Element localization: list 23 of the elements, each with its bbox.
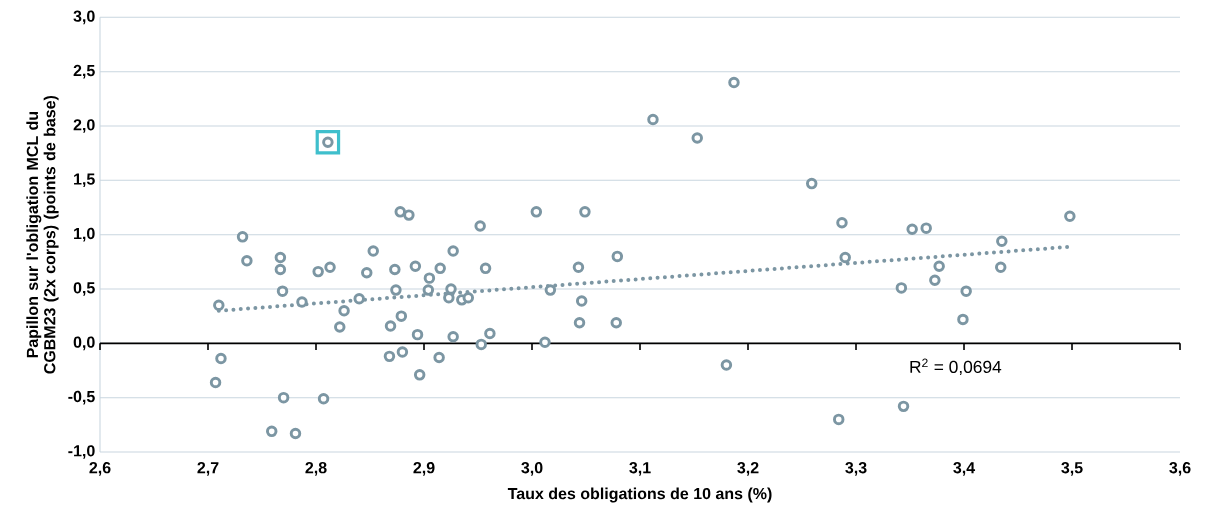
x-tick-label: 2,6: [89, 462, 111, 476]
y-tick-label: -1,0: [68, 445, 95, 459]
y-tick-label: 2,5: [73, 64, 95, 79]
x-tick-label: 3,5: [1061, 462, 1083, 476]
x-tick-label: 3,2: [737, 462, 759, 476]
y-tick-label: 0,0: [73, 336, 95, 351]
y-tick-label: 1,5: [74, 173, 95, 188]
y-tick-label: 3,0: [73, 10, 95, 25]
x-tick-label: 2,9: [413, 462, 435, 476]
x-tick-label: 3,1: [629, 462, 651, 476]
y-tick-label: -0,5: [68, 390, 95, 405]
y-axis-title: Papillon sur l'obligation MCL du CGBM23 (2x corps) (points de base): [26, 95, 59, 374]
x-axis-title: Taux des obligations de 10 ans (%): [507, 487, 772, 503]
x-tick-label: 3,0: [521, 462, 543, 476]
annotation: R$^{2}$ = 0,0694: [910, 358, 1002, 376]
y-tick-label: 1,0: [74, 227, 95, 242]
y-tick-label: 0,5: [73, 282, 95, 296]
y-tick-label: 2,0: [73, 119, 95, 133]
x-tick-label: 2,7: [197, 462, 219, 476]
x-tick-label: 3,4: [953, 462, 976, 476]
x-tick-label: 3,6: [1169, 462, 1191, 476]
x-tick-label: 2,8: [305, 462, 327, 476]
x-tick-label: 3,3: [845, 462, 867, 476]
